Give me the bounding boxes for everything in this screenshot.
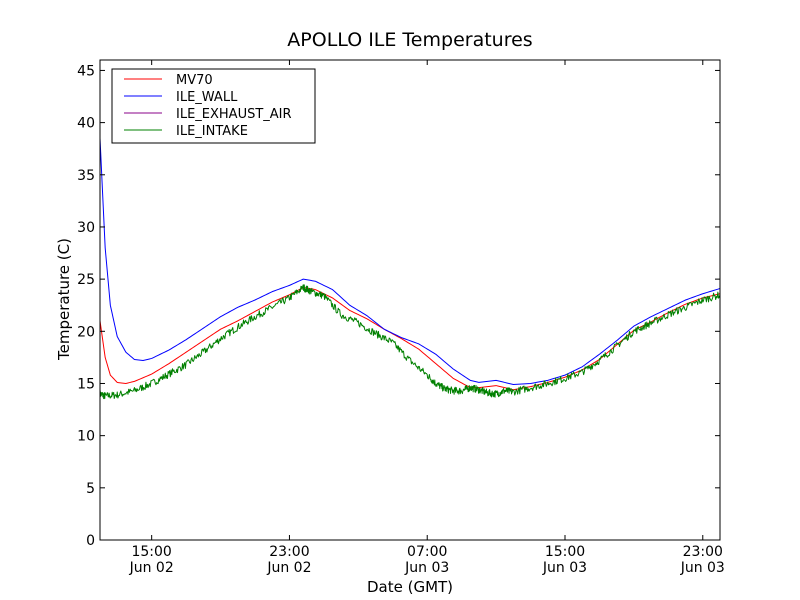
y-tick-label: 10	[77, 429, 95, 445]
legend-label: ILE_INTAKE	[176, 124, 248, 139]
y-tick-label: 45	[77, 63, 95, 79]
x-tick-label-time: 15:00	[131, 544, 171, 560]
series-line-ile-wall	[99, 138, 721, 386]
legend-label: ILE_WALL	[176, 90, 238, 105]
series-layer	[99, 138, 721, 400]
plot-frame	[99, 59, 721, 541]
x-axis-label: Date (GMT)	[367, 578, 453, 596]
legend-box	[111, 68, 316, 144]
x-tick-label-date: Jun 02	[129, 560, 174, 576]
x-tick-label-time: 07:00	[407, 544, 447, 560]
x-tick-label-date: Jun 03	[680, 560, 725, 576]
x-tick-label-date: Jun 02	[266, 560, 311, 576]
legend: MV70 ILE_WALL ILE_EXHAUST_AIR ILE_INTAKE	[111, 68, 316, 144]
y-tick-label: 5	[86, 481, 95, 497]
y-tick-label: 35	[77, 168, 95, 184]
x-tick-label-date: Jun 03	[404, 560, 449, 576]
chart-title: APOLLO ILE Temperatures	[287, 29, 532, 51]
x-tick-label-time: 23:00	[269, 544, 309, 560]
legend-label: ILE_EXHAUST_AIR	[176, 107, 292, 122]
y-tick-label: 30	[77, 220, 95, 236]
legend-label: MV70	[176, 73, 213, 88]
y-tick-label: 15	[77, 376, 95, 392]
y-tick-label: 20	[77, 324, 95, 340]
y-tick-label: 0	[86, 533, 95, 549]
series-line-ile-intake	[99, 284, 721, 400]
x-tick-label-time: 15:00	[545, 544, 585, 560]
y-axis-label: Temperature (C)	[55, 238, 73, 361]
x-tick-label-time: 23:00	[683, 544, 723, 560]
x-tick-label-date: Jun 03	[542, 560, 587, 576]
y-tick-label: 25	[77, 272, 95, 288]
y-tick-label: 40	[77, 116, 95, 132]
